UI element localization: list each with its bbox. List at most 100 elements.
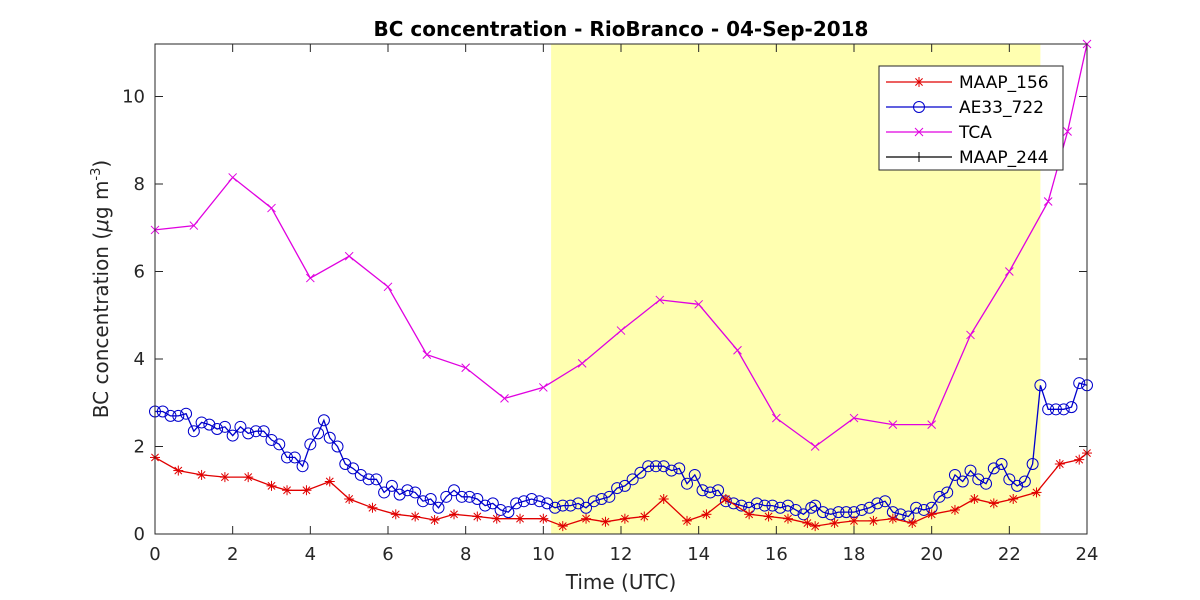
data-point-maap-156 (639, 511, 650, 522)
data-point-ae33-722 (1003, 473, 1016, 486)
y-axis-label: BC concentration (μg m-3) (89, 160, 113, 418)
data-point-ae33-722 (195, 416, 208, 429)
legend-label: MAAP_244 (959, 148, 1049, 168)
data-point-maap-156 (701, 509, 712, 520)
y-tick-label: 4 (134, 349, 145, 370)
data-point-ae33-722 (657, 460, 670, 473)
data-point-ae33-722 (347, 462, 360, 475)
data-point-ae33-722 (1065, 401, 1078, 414)
x-tick-label: 24 (1076, 544, 1099, 565)
data-point-tca (927, 420, 937, 429)
x-tick-label: 20 (920, 544, 943, 565)
series-maap-156 (150, 448, 1092, 532)
data-point-maap-156 (1008, 494, 1019, 504)
data-point-ae33-722 (626, 473, 639, 486)
data-point-maap-156 (581, 513, 592, 524)
data-point-maap-156 (196, 469, 207, 480)
data-point-maap-156 (988, 498, 999, 509)
x-tick-label: 4 (305, 544, 316, 565)
data-point-maap-156 (744, 509, 755, 520)
data-point-ae33-722 (995, 458, 1008, 470)
data-point-ae33-722 (479, 499, 492, 512)
data-point-ae33-722 (688, 468, 701, 481)
data-point-maap-156 (1074, 454, 1085, 465)
data-point-ae33-722 (440, 490, 453, 503)
legend-label: MAAP_156 (959, 73, 1049, 93)
data-point-maap-156 (266, 480, 277, 491)
data-point-ae33-722 (933, 490, 946, 503)
data-point-ae33-722 (172, 409, 185, 422)
data-point-tca (422, 350, 432, 359)
data-point-maap-156 (491, 513, 502, 524)
data-point-tca (344, 251, 354, 261)
data-point-ae33-722 (180, 407, 193, 420)
data-point-ae33-722 (587, 495, 600, 508)
series-line-ae33-722 (155, 382, 1088, 518)
data-point-maap-156 (1031, 487, 1042, 498)
y-tick-label: 2 (134, 437, 145, 458)
legend-item-maap-244: MAAP_244 (886, 148, 1049, 168)
data-point-maap-156 (1054, 459, 1065, 469)
data-point-ae33-722 (234, 420, 247, 433)
data-point-ae33-722 (696, 484, 709, 497)
data-point-ae33-722 (649, 460, 662, 473)
data-point-ae33-722 (257, 425, 270, 438)
data-point-ae33-722 (242, 427, 255, 440)
legend-label: TCA (958, 123, 992, 143)
data-point-ae33-722 (548, 501, 561, 514)
x-tick-label: 0 (149, 544, 160, 565)
data-point-maap-156 (849, 515, 859, 526)
data-point-ae33-722 (533, 495, 546, 508)
x-axis-label: Time (UTC) (565, 570, 677, 594)
series-tca (150, 39, 1092, 451)
data-point-tca (1004, 267, 1014, 276)
data-point-maap-156 (600, 516, 611, 527)
data-point-maap-156 (763, 511, 774, 522)
data-point-tca (228, 173, 238, 182)
data-point-ae33-722 (681, 477, 694, 490)
data-point-ae33-722 (541, 497, 554, 510)
data-point-tca (655, 295, 665, 305)
data-point-ae33-722 (378, 486, 391, 499)
data-point-ae33-722 (871, 497, 884, 510)
data-point-maap-156 (324, 476, 335, 487)
data-point-tca (810, 442, 820, 451)
data-point-ae33-722 (917, 503, 930, 516)
data-point-ae33-722 (304, 438, 317, 451)
data-point-ae33-722 (1049, 403, 1062, 416)
data-point-ae33-722 (863, 501, 876, 514)
data-point-ae33-722 (211, 423, 224, 435)
data-point-ae33-722 (288, 451, 301, 464)
data-point-tca (500, 394, 509, 403)
data-point-ae33-722 (956, 475, 969, 488)
data-point-ae33-722 (187, 425, 200, 438)
data-point-tca (616, 326, 626, 335)
data-point-tca (538, 383, 548, 392)
x-tick-label: 6 (382, 544, 393, 565)
data-point-ae33-722 (809, 499, 822, 512)
data-point-maap-156 (282, 485, 293, 496)
data-point-maap-156 (243, 472, 254, 483)
legend-marker (914, 152, 924, 162)
data-point-tca (1043, 197, 1053, 206)
legend-label: AE33_722 (959, 98, 1044, 118)
data-point-ae33-722 (980, 477, 993, 490)
data-point-tca (966, 330, 975, 340)
data-point-ae33-722 (816, 506, 829, 519)
data-point-ae33-722 (312, 427, 325, 440)
data-point-ae33-722 (789, 503, 802, 516)
data-point-ae33-722 (1073, 377, 1086, 390)
data-point-ae33-722 (273, 438, 286, 451)
data-point-maap-156 (829, 518, 840, 529)
data-point-tca (849, 413, 859, 423)
data-point-ae33-722 (203, 418, 216, 431)
data-point-ae33-722 (455, 490, 468, 503)
data-point-ae33-722 (774, 501, 787, 514)
data-point-maap-156 (449, 509, 460, 520)
data-point-ae33-722 (354, 468, 367, 481)
data-point-ae33-722 (750, 497, 763, 510)
data-point-ae33-722 (1026, 458, 1039, 470)
data-point-ae33-722 (296, 460, 309, 473)
data-point-tca (383, 282, 393, 292)
data-point-maap-156 (390, 509, 401, 520)
